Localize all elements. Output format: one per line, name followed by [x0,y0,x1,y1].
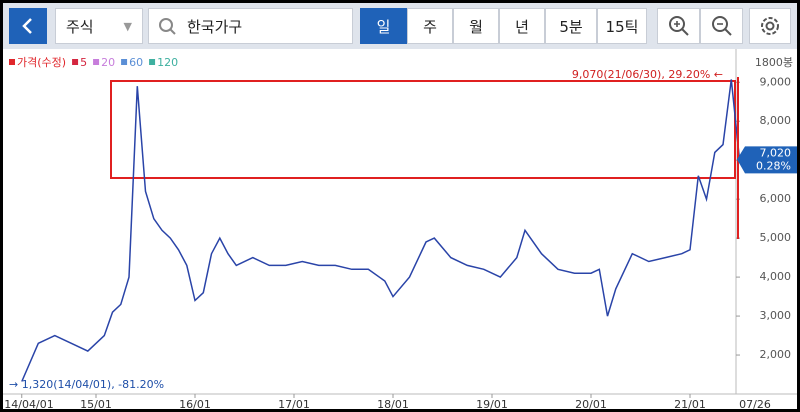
settings[interactable] [749,8,791,44]
y-tick-label: 4,000 [760,270,792,283]
zoom-out[interactable] [700,8,743,44]
legend-label: 120 [157,56,178,69]
x-tick-label: 14/04/01 [4,398,53,409]
x-tick-label: 17/01 [278,398,310,409]
x-tick-label: 15/01 [80,398,112,409]
price-line [21,79,741,382]
y-tick-label: 9,000 [760,75,792,88]
end-date: 07/26 [739,398,771,409]
period-button[interactable]: 15틱 [597,8,647,44]
legend-swatch [93,59,100,65]
high-annotation: 9,070(21/06/30), 29.20% ← [572,68,723,81]
period-button[interactable]: 주 [407,8,453,44]
period-button[interactable]: 년 [499,8,545,44]
period-button[interactable]: 5분 [545,8,597,44]
x-tick-label: 20/01 [575,398,607,409]
search-box[interactable]: 한국가구 [148,8,353,44]
legend-swatch [121,59,128,65]
bar-count: 1800봉 [755,56,793,69]
period-button[interactable]: 일 [360,8,407,44]
legend-swatch [9,59,15,65]
period-button[interactable]: 월 [453,8,499,44]
x-tick-label: 19/01 [476,398,508,409]
low-annotation: → 1,320(14/04/01), -81.20% [9,378,164,391]
last-price: 7,020 [760,146,792,159]
y-tick-label: 5,000 [760,231,792,244]
legend-swatch [149,59,156,65]
y-tick-label: 8,000 [760,114,792,127]
chart: 1800봉2,0003,0004,0005,0006,0007,0008,000… [3,49,797,409]
legend-label: 60 [129,56,143,69]
market-label: 주식 [66,17,94,36]
toolbar: 주식 ▼ 한국가구 일 주 월 년 5분 15틱 [3,3,797,49]
legend-swatch [72,59,79,65]
last-change: 0.28% [756,159,791,172]
legend-label: 가격(수정) [17,56,66,69]
market-dropdown[interactable]: 주식 ▼ [55,8,143,44]
price-box [737,146,797,174]
legend-label: 5 [80,56,87,69]
highlight-box [110,80,736,179]
search-text: 한국가구 [187,17,243,36]
x-tick-label: 21/01 [674,398,706,409]
zoom-in[interactable] [657,8,700,44]
y-tick-label: 2,000 [760,348,792,361]
y-tick-label: 6,000 [760,192,792,205]
back-button[interactable] [9,8,47,44]
y-tick-label: 3,000 [760,309,792,322]
x-tick-label: 18/01 [377,398,409,409]
x-tick-label: 16/01 [179,398,211,409]
legend-label: 20 [101,56,115,69]
